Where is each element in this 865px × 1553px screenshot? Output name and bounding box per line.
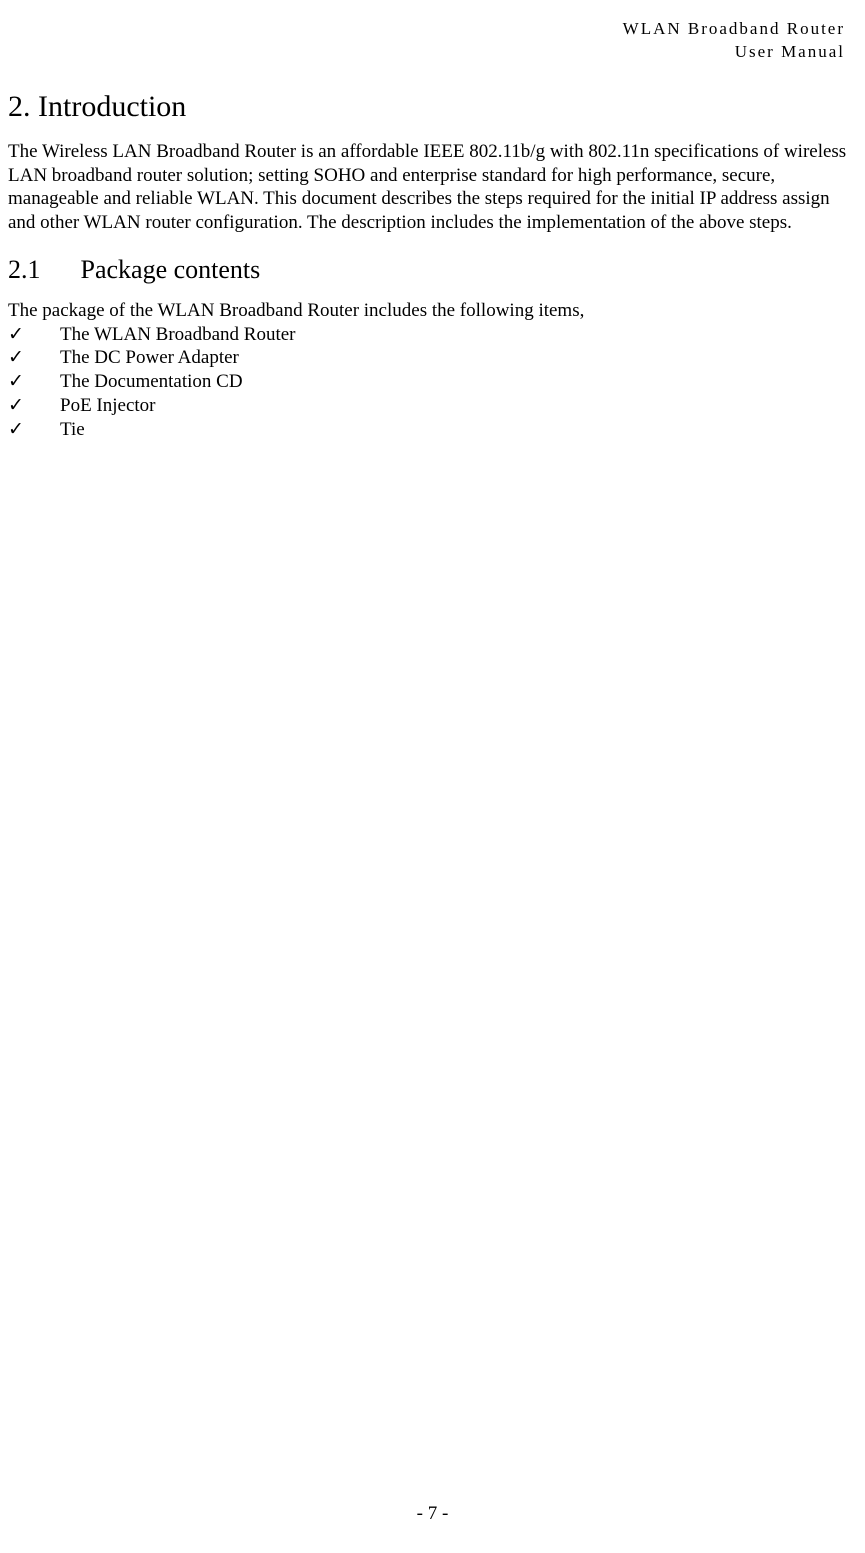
page-number: - 7 - (0, 1503, 865, 1525)
header-line-2: User Manual (8, 41, 845, 64)
document-header: WLAN Broadband Router User Manual (8, 18, 857, 64)
list-item-text: The WLAN Broadband Router (60, 323, 296, 347)
package-intro: The package of the WLAN Broadband Router… (8, 299, 857, 323)
subsection-heading: 2.1 Package contents (8, 255, 857, 285)
check-icon: ✓ (8, 346, 60, 370)
section-title: Introduction (38, 90, 186, 123)
check-icon: ✓ (8, 370, 60, 394)
list-item: ✓ The DC Power Adapter (8, 346, 857, 370)
package-list: ✓ The WLAN Broadband Router ✓ The DC Pow… (8, 323, 857, 442)
list-item-text: The DC Power Adapter (60, 346, 239, 370)
list-item: ✓ PoE Injector (8, 394, 857, 418)
list-item: ✓ Tie (8, 418, 857, 442)
list-item-text: PoE Injector (60, 394, 156, 418)
list-item-text: The Documentation CD (60, 370, 243, 394)
subsection-title: Package contents (81, 255, 261, 284)
list-item: ✓ The WLAN Broadband Router (8, 323, 857, 347)
header-line-1: WLAN Broadband Router (8, 18, 845, 41)
subsection-number: 2.1 (8, 255, 41, 285)
check-icon: ✓ (8, 394, 60, 418)
list-item-text: Tie (60, 418, 85, 442)
section-number: 2. (8, 90, 31, 123)
check-icon: ✓ (8, 323, 60, 347)
list-item: ✓ The Documentation CD (8, 370, 857, 394)
section-heading: 2. Introduction (8, 90, 857, 124)
intro-paragraph: The Wireless LAN Broadband Router is an … (8, 140, 857, 235)
check-icon: ✓ (8, 418, 60, 442)
